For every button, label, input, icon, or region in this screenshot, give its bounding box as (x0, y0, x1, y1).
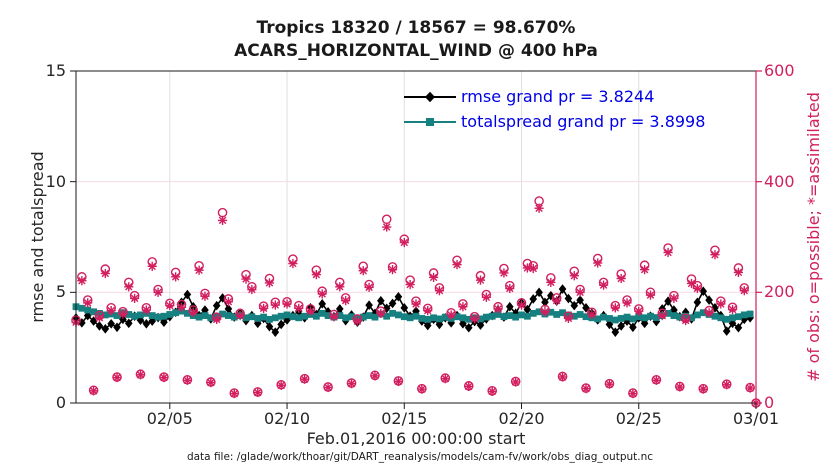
y-axis-label-right: # of obs: o=possible; *=assimilated (804, 92, 823, 382)
x-axis-label: Feb.01,2016 00:00:00 start (306, 429, 526, 448)
y-tick-left: 5 (55, 282, 66, 302)
y-tick-right: 0 (764, 393, 775, 412)
legend-entry-totalspread: totalspread grand pr = 3.8998 (404, 109, 705, 134)
y-axis-label-left: rmse and totalspread (28, 151, 47, 323)
y-tick-right: 600 (764, 61, 795, 80)
legend-label-totalspread: totalspread grand pr = 3.8998 (461, 112, 706, 131)
y-tick-left: 15 (45, 61, 66, 80)
y-tick-right: 400 (764, 171, 795, 191)
legend-entry-rmse: rmse grand pr = 3.8244 (404, 84, 705, 109)
x-tick: 02/25 (615, 409, 662, 428)
x-tick: 02/20 (498, 409, 545, 428)
x-tick: 02/05 (146, 409, 193, 428)
chart-title: Tropics 18320 / 18567 = 98.670% (256, 18, 576, 38)
y-tick-left: 0 (55, 393, 66, 412)
legend-label-rmse: rmse grand pr = 3.8244 (461, 87, 655, 106)
y-tick-right: 200 (764, 282, 795, 302)
totalspread-line-marker-icon (404, 117, 456, 126)
y-tick-left: 10 (45, 171, 66, 191)
x-tick: 02/15 (381, 409, 428, 428)
x-tick: 02/10 (263, 409, 311, 428)
rmse-line-marker-icon (404, 91, 456, 102)
x-tick: 03/01 (732, 409, 780, 428)
legend: rmse grand pr = 3.8244 totalspread grand… (404, 84, 705, 134)
data-file-note: data file: /glade/work/thoar/git/DART_re… (186, 451, 654, 463)
chart-subtitle: ACARS_HORIZONTAL_WIND @ 400 hPa (234, 41, 598, 61)
